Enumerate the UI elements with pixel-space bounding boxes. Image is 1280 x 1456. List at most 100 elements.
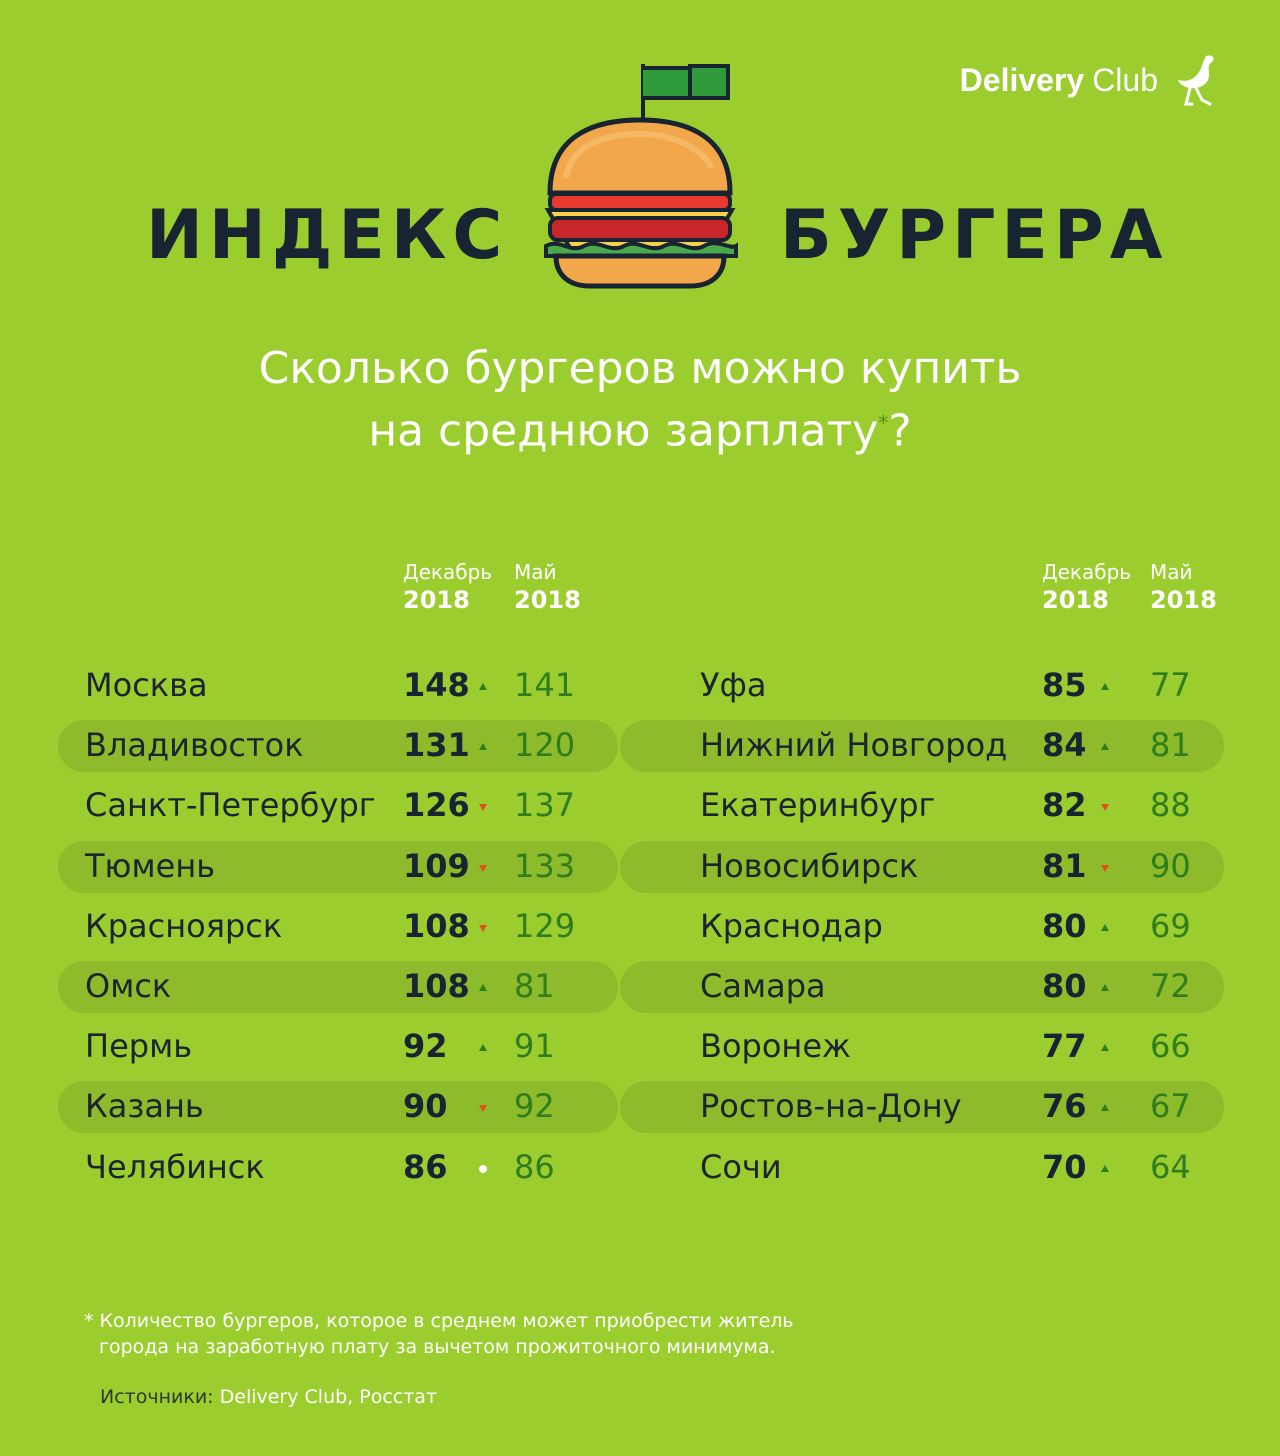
may-value: 66 — [1150, 1027, 1191, 1066]
city-name: Екатеринбург — [700, 786, 936, 825]
subtitle-line1: Сколько бургеров можно купить — [258, 343, 1022, 394]
dec-year: 2018 — [1042, 586, 1109, 614]
row-stripe — [620, 1081, 1224, 1134]
may-value: 90 — [1150, 846, 1191, 885]
dec-value: 92 — [403, 1027, 448, 1066]
trend-up-icon — [1101, 743, 1109, 751]
subtitle: Сколько бургеров можно купить на среднюю… — [0, 342, 1280, 459]
may-value: 141 — [514, 666, 576, 704]
row-stripe — [58, 961, 618, 1013]
delivery-club-logo: Delivery Club — [960, 52, 1222, 108]
dec-year: 2018 — [403, 586, 470, 614]
trend-up-icon — [1101, 923, 1109, 931]
may-value: 88 — [1150, 786, 1191, 825]
footnote-line2: города на заработную плату за вычетом пр… — [99, 1336, 776, 1358]
trend-up-icon — [1101, 1044, 1109, 1052]
city-name: Нижний Новгород — [700, 726, 1008, 765]
dec-value: 86 — [403, 1147, 448, 1186]
may-value: 137 — [514, 786, 576, 825]
dec-month: Декабрь — [403, 560, 493, 584]
city-name: Пермь — [85, 1027, 193, 1066]
sources-label: Источники: — [100, 1386, 214, 1408]
sources-text: Delivery Club, Росстат — [219, 1386, 438, 1408]
left-may-header: Май 2018 — [514, 560, 581, 614]
city-name: Воронеж — [700, 1027, 851, 1066]
ostrich-icon — [1178, 55, 1214, 106]
city-name: Тюмень — [85, 846, 216, 885]
trend-down-icon — [479, 924, 487, 932]
trend-up-icon — [479, 743, 487, 751]
may-value: 81 — [514, 967, 555, 1005]
city-name: Самара — [700, 967, 826, 1005]
dec-value: 85 — [1042, 666, 1087, 704]
right-may-header: Май 2018 — [1150, 560, 1217, 614]
may-value: 86 — [514, 1147, 555, 1186]
may-year: 2018 — [1150, 586, 1217, 614]
footnote-line1-wrap: * Количество бургеров, которое в среднем… — [84, 1308, 794, 1334]
may-year: 2018 — [514, 586, 581, 614]
may-value: 67 — [1150, 1087, 1191, 1126]
may-value: 64 — [1150, 1147, 1191, 1186]
trend-up-icon — [1101, 1104, 1109, 1112]
city-name: Уфа — [700, 666, 767, 704]
trend-down-icon — [479, 864, 487, 872]
may-value: 120 — [514, 726, 576, 765]
dec-value: 70 — [1042, 1147, 1087, 1186]
city-name: Владивосток — [85, 726, 304, 765]
may-value: 72 — [1150, 967, 1191, 1005]
dec-value: 148 — [403, 666, 470, 704]
dec-month: Декабрь — [1042, 560, 1132, 584]
trend-down-icon — [479, 804, 487, 812]
may-value: 81 — [1150, 726, 1191, 765]
row-stripe — [620, 961, 1224, 1013]
trend-down-icon — [1101, 804, 1109, 812]
trend-down-icon — [1101, 864, 1109, 872]
row-stripe — [58, 1081, 618, 1134]
may-value: 92 — [514, 1087, 555, 1126]
dec-value: 108 — [403, 967, 470, 1005]
may-month: Май — [514, 560, 557, 584]
subtitle-qmark: ? — [888, 405, 912, 457]
trend-up-icon — [479, 1044, 487, 1052]
dec-value: 109 — [403, 846, 470, 885]
may-value: 69 — [1150, 906, 1191, 945]
may-value: 129 — [514, 906, 576, 945]
trend-same-icon — [479, 1164, 487, 1173]
burger-icon — [544, 64, 738, 289]
title-right: БУРГЕРА — [780, 196, 1169, 275]
footnote-star: * — [84, 1310, 94, 1332]
subtitle-line2-wrap: на среднюю зарплату*? — [0, 396, 1280, 459]
footnote: * Количество бургеров, которое в среднем… — [84, 1308, 794, 1360]
city-name: Новосибирск — [700, 846, 919, 885]
city-name: Челябинск — [85, 1147, 265, 1186]
dec-value: 126 — [403, 786, 470, 825]
city-name: Ростов-на-Дону — [700, 1087, 962, 1126]
dec-value: 90 — [403, 1087, 448, 1126]
trend-up-icon — [479, 683, 487, 690]
row-stripe — [620, 840, 1224, 893]
dec-value: 81 — [1042, 846, 1087, 885]
right-dec-header: Декабрь 2018 — [1042, 560, 1131, 614]
row-stripe — [58, 720, 618, 773]
may-month: Май — [1150, 560, 1193, 584]
dec-value: 82 — [1042, 786, 1087, 825]
dec-value: 131 — [403, 726, 470, 765]
left-dec-header: Декабрь 2018 — [403, 560, 492, 614]
subtitle-line2: на среднюю зарплату — [368, 405, 879, 457]
city-name: Омск — [85, 967, 172, 1005]
dec-value: 76 — [1042, 1087, 1087, 1126]
dec-value: 80 — [1042, 967, 1087, 1005]
row-stripe — [620, 720, 1224, 773]
city-name: Сочи — [700, 1147, 782, 1186]
trend-up-icon — [1101, 683, 1109, 690]
city-name: Санкт-Петербург — [85, 786, 376, 825]
title-left: ИНДЕКС — [146, 196, 509, 275]
brand-name-part1: Delivery — [959, 61, 1085, 98]
trend-up-icon — [479, 984, 487, 991]
dec-value: 84 — [1042, 726, 1087, 765]
dec-value: 80 — [1042, 906, 1087, 945]
trend-down-icon — [479, 1105, 487, 1113]
city-name: Москва — [85, 666, 208, 704]
sources: Источники: Delivery Club, Росстат — [100, 1386, 437, 1408]
city-name: Казань — [85, 1087, 204, 1126]
